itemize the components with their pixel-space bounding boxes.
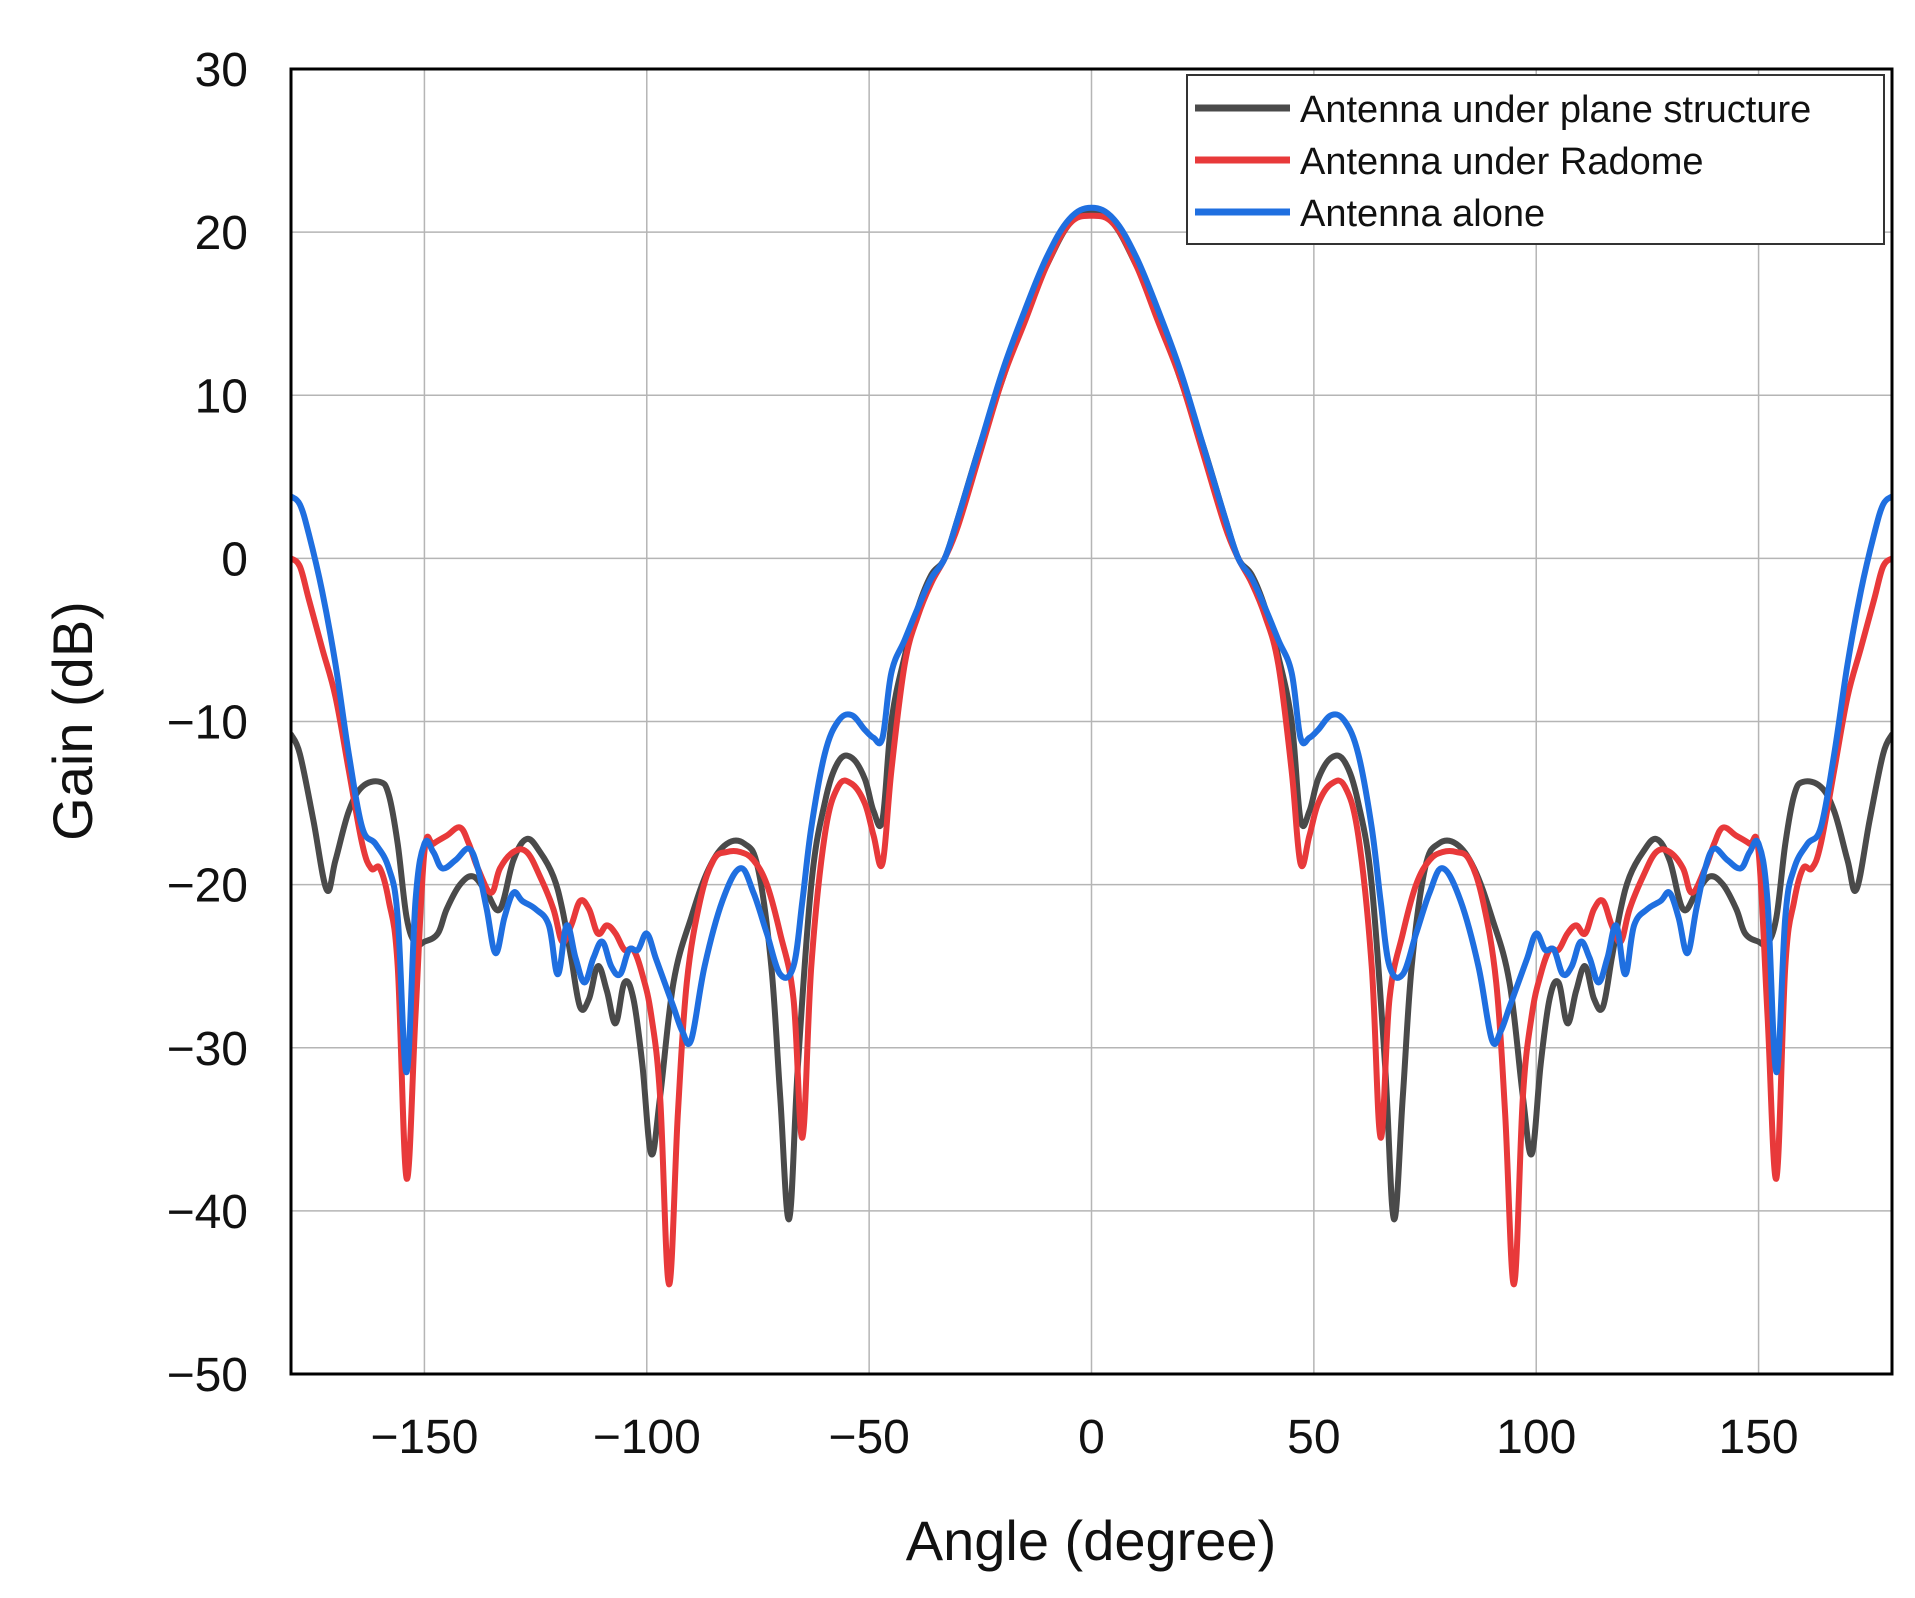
y-tick-label: 20 [195,207,248,260]
y-tick-label: −10 [167,697,248,750]
series-lines [291,204,1892,1288]
x-tick-label: −100 [593,1411,701,1464]
x-tick-labels: −150 −100 −50 0 50 100 150 [370,1411,1798,1464]
y-tick-label: −20 [167,860,248,913]
series-line-antenna-alone [291,204,1892,1076]
y-tick-label: 30 [195,44,248,97]
x-tick-label: 150 [1719,1411,1799,1464]
legend-label-antenna-alone: Antenna alone [1300,193,1545,235]
x-tick-label: −150 [370,1411,478,1464]
plot-frame [289,67,1894,1376]
legend-label-plane-structure: Antenna under plane structure [1300,89,1811,131]
y-tick-label: 10 [195,370,248,423]
x-tick-label: 100 [1496,1411,1576,1464]
x-tick-label: 50 [1287,1411,1340,1464]
x-tick-label: −50 [828,1411,909,1464]
y-tick-label: −30 [167,1023,248,1076]
y-tick-label: 0 [221,533,248,586]
y-tick-labels: −50 −40 −30 −20 −10 0 10 20 30 [167,44,248,1402]
series-line-plane-structure [291,207,1892,1223]
y-tick-label: −40 [167,1186,248,1239]
legend: Antenna under plane structure Antenna un… [1186,74,1885,245]
x-axis-title: Angle (degree) [906,1509,1276,1572]
series-line-radome [291,212,1892,1288]
legend-label-radome: Antenna under Radome [1300,141,1704,183]
y-axis-title: Gain (dB) [41,601,104,841]
y-tick-label: −50 [167,1349,248,1402]
x-tick-label: 0 [1078,1411,1105,1464]
legend-box [1186,74,1885,245]
